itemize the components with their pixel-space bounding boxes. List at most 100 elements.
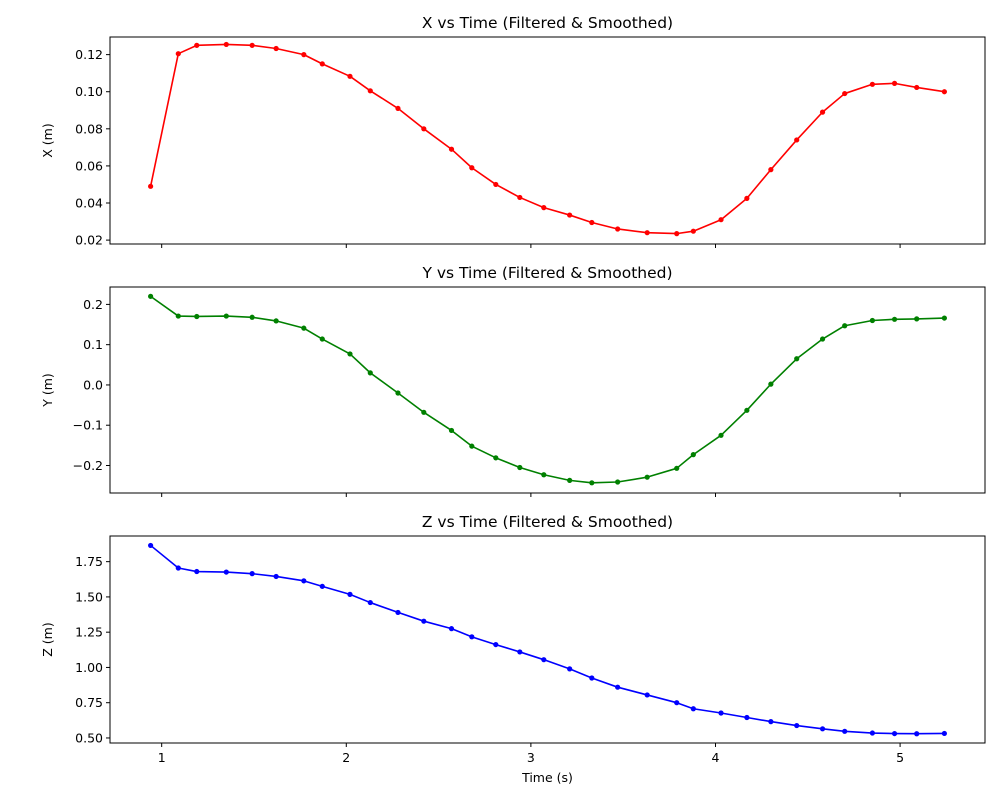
- data-point: [567, 477, 573, 483]
- x-tick-label: 5: [896, 750, 904, 765]
- data-point: [194, 313, 200, 320]
- y-tick-label: 1.25: [75, 625, 103, 640]
- data-point: [674, 700, 680, 706]
- data-point: [615, 684, 621, 690]
- data-point: [615, 226, 621, 232]
- data-point: [541, 205, 547, 211]
- y-tick-label: 0.08: [75, 121, 103, 136]
- data-point: [941, 89, 947, 95]
- y-tick-label: 0.2: [83, 297, 103, 312]
- data-point: [367, 88, 373, 94]
- data-point: [448, 427, 455, 434]
- data-point: [744, 407, 750, 413]
- data-point: [395, 105, 401, 112]
- y-tick-label: 1.00: [75, 660, 103, 675]
- data-point: [148, 183, 154, 189]
- data-point: [249, 314, 255, 320]
- data-point: [589, 675, 595, 681]
- data-point: [148, 293, 154, 299]
- data-point: [819, 109, 826, 115]
- data-point: [421, 126, 427, 132]
- series-line: [149, 43, 945, 235]
- data-point: [273, 45, 279, 52]
- data-point: [319, 583, 325, 589]
- subplot-1: X vs Time (Filtered & Smoothed) 0.02 0.04 0…: [40, 14, 986, 248]
- data-point: [175, 565, 181, 571]
- data-point: [223, 313, 229, 319]
- data-point: [842, 323, 848, 329]
- y-tick-label: 0.12: [75, 47, 103, 62]
- y-tick-label: −0.1: [73, 418, 103, 433]
- data-point: [674, 465, 680, 471]
- data-point: [223, 569, 229, 575]
- data-point: [615, 479, 621, 485]
- data-point: [517, 464, 523, 471]
- series-line: [150, 295, 945, 484]
- data-point: [744, 195, 750, 201]
- data-point: [148, 542, 154, 549]
- data-point: [469, 165, 475, 171]
- series-line: [150, 544, 945, 735]
- data-point: [273, 318, 279, 324]
- y-axis-label: Z (m): [40, 622, 55, 656]
- plot-frame: [109, 286, 986, 494]
- subplot-2: Y vs Time (Filtered & Smoothed) −0.2 −0.1 0…: [40, 264, 986, 497]
- data-point: [869, 317, 875, 324]
- data-point: [644, 474, 650, 480]
- data-point: [347, 351, 353, 357]
- data-point: [448, 146, 455, 152]
- data-point: [718, 217, 724, 223]
- data-point: [914, 84, 920, 91]
- data-point: [914, 316, 920, 322]
- data-point: [914, 731, 920, 737]
- data-point: [175, 51, 181, 57]
- data-point: [869, 81, 875, 87]
- data-point: [794, 356, 800, 362]
- x-axis-label: Time (s): [521, 770, 573, 785]
- data-point: [794, 722, 800, 729]
- data-point: [842, 90, 848, 97]
- subplot-title: X vs Time (Filtered & Smoothed): [422, 14, 673, 32]
- data-point: [690, 228, 696, 234]
- data-point: [517, 194, 523, 201]
- data-point: [674, 231, 680, 237]
- subplot-3: Z vs Time (Filtered & Smoothed) 0.50 0.75 1…: [40, 513, 986, 785]
- data-point: [819, 336, 826, 342]
- y-tick-label: 0.06: [75, 158, 103, 173]
- data-point: [273, 573, 279, 580]
- plot-frame: [109, 36, 986, 245]
- y-tick-label: 0.04: [75, 196, 103, 211]
- data-point: [842, 728, 848, 734]
- data-point: [223, 41, 229, 48]
- data-point: [194, 568, 200, 575]
- data-point: [319, 336, 325, 342]
- data-point: [517, 649, 523, 655]
- data-point: [175, 313, 181, 319]
- y-tick-label: 1.50: [75, 589, 103, 604]
- data-point: [891, 80, 898, 86]
- data-point: [541, 657, 547, 663]
- data-point: [718, 710, 724, 716]
- data-point: [589, 219, 595, 226]
- data-point: [194, 42, 200, 48]
- y-tick-label: 0.1: [83, 337, 103, 352]
- data-point: [941, 315, 947, 321]
- data-point: [395, 609, 401, 616]
- data-point: [690, 706, 696, 712]
- data-point: [301, 52, 307, 58]
- data-point: [319, 61, 325, 67]
- y-axis-label: X (m): [40, 123, 55, 157]
- data-point: [819, 726, 826, 732]
- data-point: [469, 634, 475, 640]
- data-point: [448, 626, 455, 632]
- y-tick-label: 0.50: [75, 730, 103, 745]
- x-tick-label: 4: [712, 750, 720, 765]
- data-point: [493, 455, 499, 461]
- data-point: [421, 409, 427, 415]
- data-point: [941, 730, 947, 737]
- data-point: [768, 719, 774, 725]
- y-tick-label: 0.02: [75, 233, 103, 248]
- x-tick-label: 3: [527, 750, 535, 765]
- data-point: [421, 618, 427, 624]
- data-point: [589, 480, 595, 486]
